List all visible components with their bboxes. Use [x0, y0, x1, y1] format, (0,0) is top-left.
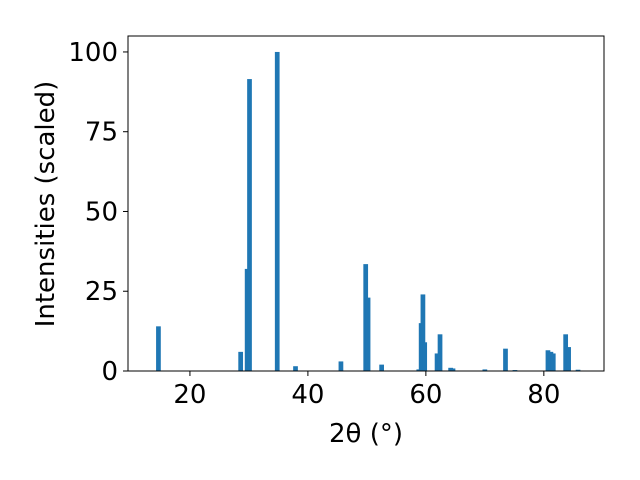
bar — [365, 297, 371, 371]
y-tick-label: 25 — [85, 277, 118, 307]
plot-frame — [127, 35, 605, 372]
bar — [338, 361, 344, 371]
y-tick-label: 75 — [85, 118, 118, 148]
x-tick-label: 40 — [291, 380, 324, 410]
bar — [293, 366, 298, 371]
bar — [422, 342, 428, 371]
bar — [156, 326, 161, 371]
y-tick-label: 50 — [85, 197, 118, 227]
y-axis-label: Intensities (scaled) — [31, 81, 61, 328]
bar — [503, 348, 508, 371]
bar — [563, 334, 569, 371]
bar — [450, 368, 456, 371]
x-tick-label: 60 — [409, 380, 442, 410]
y-tick-label: 100 — [68, 38, 118, 68]
bar — [548, 351, 554, 371]
x-tick-label: 20 — [173, 380, 206, 410]
bar — [482, 369, 488, 371]
bar — [420, 294, 426, 371]
bar — [545, 350, 551, 371]
bar — [566, 347, 571, 371]
bar — [274, 51, 280, 371]
x-tick-label: 80 — [527, 380, 560, 410]
bar — [379, 364, 384, 371]
bar — [550, 353, 556, 371]
y-tick-label: 0 — [101, 357, 118, 387]
bar — [247, 79, 252, 372]
bar — [437, 334, 443, 371]
bar — [575, 369, 581, 371]
x-axis-label: 2θ (°) — [329, 419, 403, 449]
bar — [434, 353, 440, 371]
bar — [238, 351, 244, 371]
